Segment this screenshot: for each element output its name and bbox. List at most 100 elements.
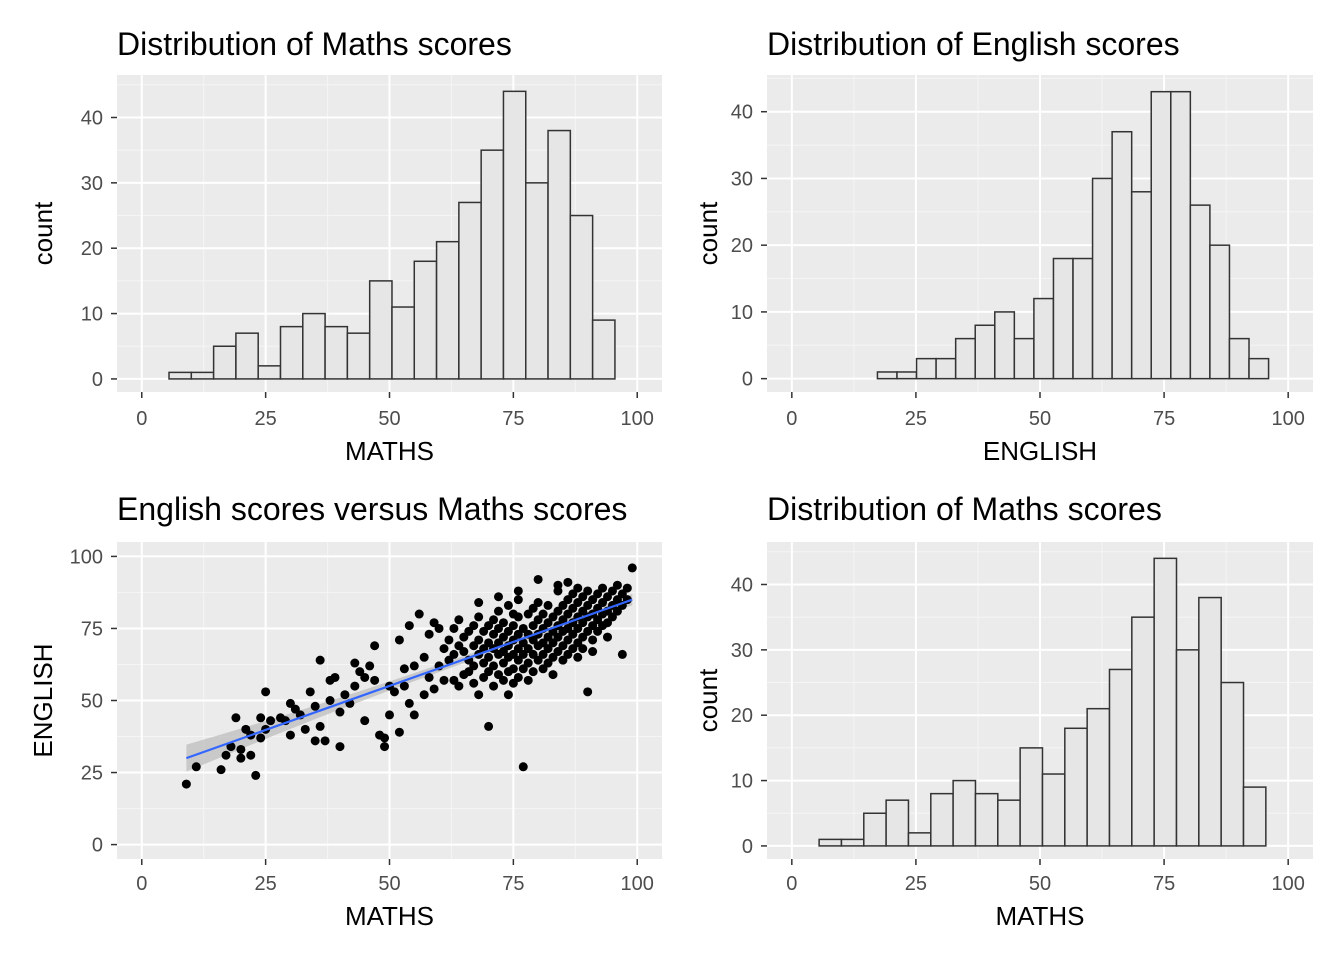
histogram-bar	[954, 337, 976, 380]
scatter-point	[429, 684, 439, 694]
scatter-point	[598, 583, 608, 593]
histogram-bar	[907, 832, 932, 847]
scatter-point	[508, 621, 518, 631]
x-tick-label: 75	[1153, 873, 1175, 895]
scatter-point	[370, 641, 380, 651]
scatter-point	[622, 583, 632, 593]
scatter-point	[617, 649, 627, 659]
y-tick-label: 20	[81, 238, 103, 260]
x-tick-label: 100	[1271, 873, 1304, 895]
histogram-bar	[302, 312, 326, 380]
histogram-bar	[994, 311, 1016, 380]
scatter-point	[300, 724, 310, 734]
y-tick-label: 0	[92, 369, 103, 391]
scatter-point	[439, 675, 449, 685]
chart-panel-4: 0 25 50 75 100 0 10 20 30 40 Distribution of Maths…	[693, 491, 1313, 931]
y-tick-label: 30	[731, 640, 753, 662]
scatter-point	[409, 710, 419, 720]
y-tick-label: 0	[742, 836, 753, 858]
histogram-bar	[1220, 681, 1245, 847]
scatter-point	[454, 681, 464, 691]
y-tick-label: 75	[81, 618, 103, 640]
scatter-point	[439, 644, 449, 654]
histogram-bar	[1041, 773, 1066, 847]
histogram-bar	[1131, 616, 1155, 847]
y-axis-title: count	[693, 201, 723, 265]
scatter-point	[573, 583, 583, 593]
scatter-point	[394, 727, 404, 737]
scatter-point	[340, 690, 350, 700]
scatter-point	[365, 661, 375, 671]
scatter-point	[449, 623, 459, 633]
y-tick-label: 10	[731, 302, 753, 324]
histogram-bar	[1170, 90, 1192, 380]
scatter-point	[305, 687, 315, 697]
x-tick-label: 0	[136, 408, 147, 430]
scatter-point	[236, 753, 246, 763]
y-tick-label: 50	[81, 691, 103, 713]
scatter-point	[419, 652, 429, 662]
scatter-point	[315, 721, 325, 731]
chart-title: Distribution of English scores	[767, 26, 1180, 62]
scatter-point	[474, 612, 484, 622]
histogram-bar	[235, 332, 259, 380]
scatter-point	[538, 609, 548, 619]
chart-panel-1: 0 25 50 75 100 0 10 20 30 40 Distribution of Maths…	[28, 26, 662, 466]
scatter-point	[181, 779, 191, 789]
chart-title: English scores versus Maths scores	[117, 491, 627, 527]
scatter-point	[474, 635, 484, 645]
scatter-point	[454, 615, 464, 625]
scatter-point	[380, 733, 390, 743]
scatter-point	[588, 647, 598, 657]
histogram-bar	[257, 365, 282, 380]
scatter-point	[449, 649, 459, 659]
scatter-point	[444, 635, 454, 645]
histogram-bar	[1019, 747, 1044, 847]
histogram-bar	[569, 214, 594, 380]
scatter-point	[394, 635, 404, 645]
histogram-bar	[974, 792, 999, 847]
trend-line	[185, 598, 633, 760]
histogram-bar	[1052, 257, 1074, 380]
scatter-point	[335, 742, 345, 752]
histogram-bar	[1033, 297, 1055, 380]
chart-title: Distribution of Maths scores	[117, 26, 512, 62]
scatter-point	[494, 606, 503, 616]
scatter-point	[370, 675, 380, 685]
scatter-point	[429, 618, 439, 628]
scatter-point	[513, 595, 523, 605]
histogram-bar	[1150, 90, 1172, 380]
histogram-bar	[1175, 649, 1200, 847]
histogram-bar	[1013, 337, 1035, 380]
scatter-point	[543, 600, 553, 610]
scatter-point	[226, 742, 236, 752]
scatter-point	[285, 730, 295, 740]
scatter-point	[573, 652, 583, 662]
scatter-point	[528, 667, 538, 677]
y-tick-label: 40	[81, 107, 103, 129]
scatter-point	[310, 736, 320, 746]
histogram-bar	[1108, 668, 1133, 847]
histogram-bar	[885, 799, 910, 847]
scatter-point	[360, 672, 370, 682]
histogram-bar	[1086, 707, 1111, 847]
scatter-point	[256, 733, 266, 743]
scatter-point	[533, 598, 543, 608]
x-tick-label: 75	[502, 408, 524, 430]
scatter-point	[191, 762, 201, 772]
scatter-point	[548, 670, 558, 680]
scatter-point	[603, 632, 612, 642]
y-axis-title: count	[28, 201, 58, 265]
histogram-bar	[1228, 337, 1250, 380]
chart-title: Distribution of Maths scores	[767, 491, 1162, 527]
histogram-bar	[935, 357, 957, 380]
scatter-point	[221, 750, 231, 760]
x-tick-label: 50	[1029, 408, 1051, 430]
x-tick-label: 25	[255, 873, 277, 895]
histogram-bar	[876, 371, 898, 380]
y-tick-label: 20	[731, 235, 753, 257]
scatter-point	[380, 742, 390, 752]
histogram-bar	[1198, 596, 1222, 847]
x-tick-label: 50	[378, 873, 400, 895]
